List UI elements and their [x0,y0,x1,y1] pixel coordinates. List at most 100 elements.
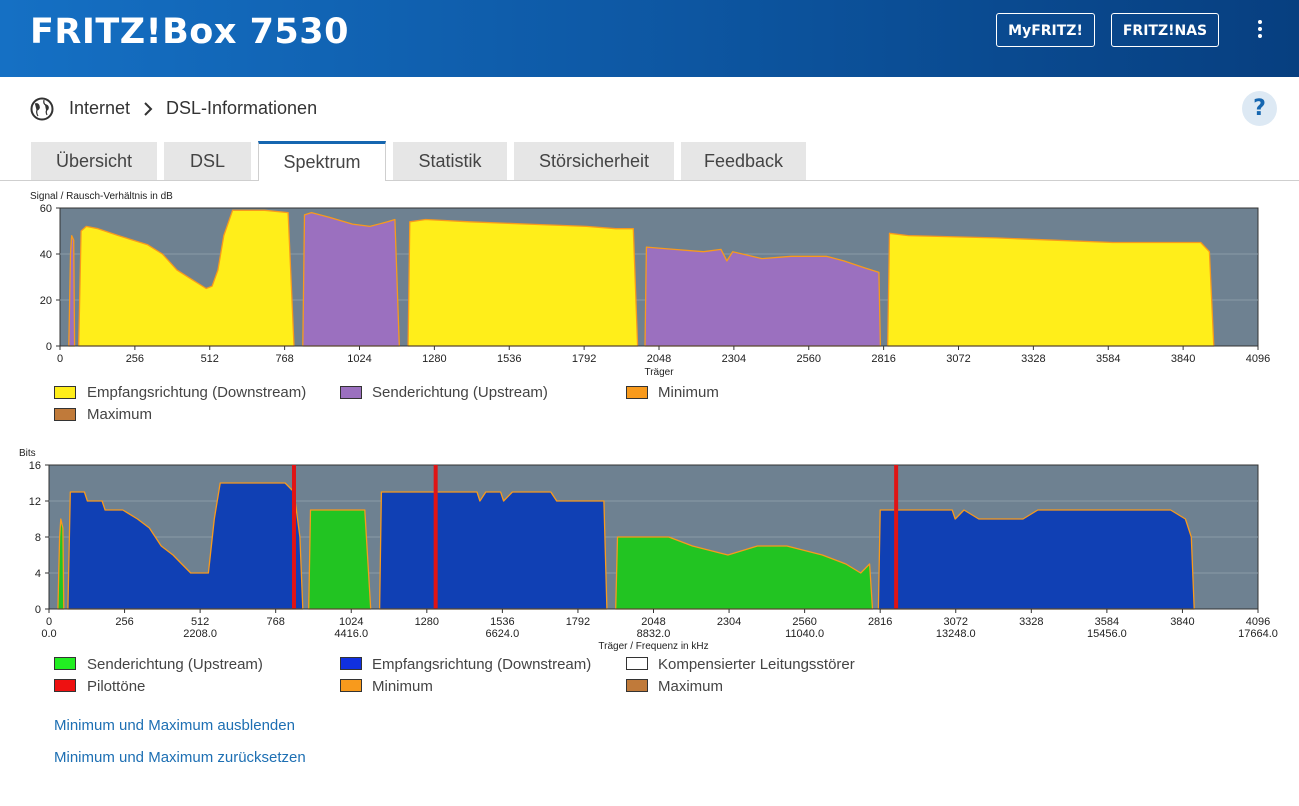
fritznas-button[interactable]: FRITZ!NAS [1111,13,1219,47]
x-tick-label: 1280 [422,353,446,365]
x-tick-label: 1024 [339,616,363,628]
bits-chart: Bits 0 4 8 12 16 0 256 512 768 1024 1280 1536 1792 204… [19,448,1278,652]
legend-swatch-downstream [54,386,76,399]
legend2-label-maximum: Maximum [658,678,724,695]
y-axis-title: Signal / Rausch-Verhältnis in dB [30,191,173,202]
x-tick-label: 3840 [1170,616,1194,628]
x-tick-label: 2816 [871,353,895,365]
x-tick-label: 2304 [717,616,741,628]
x-tick-label: 2048 [641,616,665,628]
y-tick-label: 20 [40,295,52,307]
tab-feedback[interactable]: Feedback [681,142,806,180]
tab-spektrum[interactable]: Spektrum [258,141,386,181]
x-tick-label: 512 [191,616,209,628]
downstream-area [78,209,295,347]
legend2-swatch-maximum [626,679,648,692]
breadcrumb-section[interactable]: Internet [69,98,131,118]
y-tick-label: 0 [35,604,41,616]
legend2-label-downstream: Empfangsrichtung (Downstream) [372,656,592,673]
y-tick-label: 60 [40,203,52,215]
y-tick-label: 12 [29,496,41,508]
legend2-swatch-minimum [340,679,362,692]
myfritz-button[interactable]: MyFRITZ! [996,13,1095,47]
upstream-area [302,211,400,347]
y-tick-label: 40 [40,249,52,261]
x-tick-label: 768 [267,616,285,628]
x-tick-label: 2560 [797,353,821,365]
tab-divider [0,180,1299,181]
x-axis-title: Träger / Frequenz in kHz [598,641,708,652]
x-tick-label: 2560 [792,616,816,628]
x-tick-label: 1536 [490,616,514,628]
freq-tick-label: 6624.0 [486,628,520,640]
x-tick-label: 4096 [1246,616,1270,628]
chevron-right-icon [144,102,153,116]
legend-label-maximum: Maximum [87,406,153,423]
snr-chart: Signal / Rausch-Verhältnis in dB 0 20 40 60 0… [30,191,1270,378]
legend2-swatch-upstream [54,657,76,670]
downstream-area [378,491,608,610]
freq-tick-label: 11040.0 [785,628,824,640]
freq-tick-label: 4416.0 [334,628,368,640]
tab-uebersicht[interactable]: Übersicht [31,142,157,180]
legend2-swatch-compensated [626,657,648,670]
freq-tick-label: 2208.0 [183,628,217,640]
x-tick-label: 3328 [1019,616,1043,628]
downstream-area [877,509,1195,610]
reset-minmax-link[interactable]: Minimum und Maximum zurücksetzen [54,749,306,766]
legend-swatch-maximum [54,408,76,421]
x-tick-label: 3584 [1095,616,1119,628]
x-tick-label: 256 [126,353,144,365]
upstream-area [615,536,874,610]
legend2-label-upstream: Senderichtung (Upstream) [87,656,263,673]
y-tick-label: 8 [35,532,41,544]
legend2-label-pilot: Pilottöne [87,678,146,695]
legend2-swatch-pilot [54,679,76,692]
top-header: FRITZ!Box 7530 MyFRITZ! FRITZ!NAS [0,0,1299,77]
freq-tick-label: 13248.0 [936,628,976,640]
x-tick-label: 768 [275,353,293,365]
legend-swatch-minimum [626,386,648,399]
x-tick-label: 1792 [572,353,596,365]
x-tick-label: 1792 [566,616,590,628]
x-tick-label: 4096 [1246,353,1270,365]
x-tick-label: 0 [57,353,63,365]
globe-icon [30,97,54,121]
legend-label-downstream: Empfangsrichtung (Downstream) [87,384,307,401]
x-tick-label: 0 [46,616,52,628]
brand-title: FRITZ!Box 7530 [30,12,349,52]
y-axis-title: Bits [19,448,36,459]
x-tick-label: 2304 [722,353,746,365]
x-tick-label: 2816 [868,616,892,628]
more-menu-icon[interactable] [1250,20,1270,42]
y-tick-label: 16 [29,460,41,472]
help-button[interactable]: ? [1242,91,1277,126]
upstream-area [644,246,882,347]
hide-minmax-link[interactable]: Minimum und Maximum ausblenden [54,717,295,734]
upstream-area [308,509,372,610]
legend-label-upstream: Senderichtung (Upstream) [372,384,548,401]
x-tick-label: 3840 [1171,353,1195,365]
legend2-label-compensated: Kompensierter Leitungsstörer [658,656,855,673]
tab-dsl[interactable]: DSL [164,142,251,180]
tab-stoersicherheit[interactable]: Störsicherheit [514,142,674,180]
tab-statistik[interactable]: Statistik [393,142,507,180]
downstream-area [67,482,304,610]
legend2-swatch-downstream [340,657,362,670]
x-axis-title: Träger [644,367,674,378]
pilot-tone-line [433,465,438,609]
x-tick-label: 256 [115,616,133,628]
legend2-label-minimum: Minimum [372,678,433,695]
legend-label-minimum: Minimum [658,384,719,401]
x-tick-label: 512 [201,353,219,365]
x-tick-label: 1280 [415,616,439,628]
x-tick-label: 3328 [1021,353,1045,365]
freq-tick-label: 17664.0 [1238,628,1278,640]
y-tick-label: 0 [46,341,52,353]
legend-swatch-upstream [340,386,362,399]
x-tick-label: 3072 [946,353,970,365]
y-tick-label: 4 [35,568,41,580]
breadcrumb-page: DSL-Informationen [166,98,318,118]
x-tick-label: 3072 [944,616,968,628]
freq-tick-label: 0.0 [41,628,56,640]
